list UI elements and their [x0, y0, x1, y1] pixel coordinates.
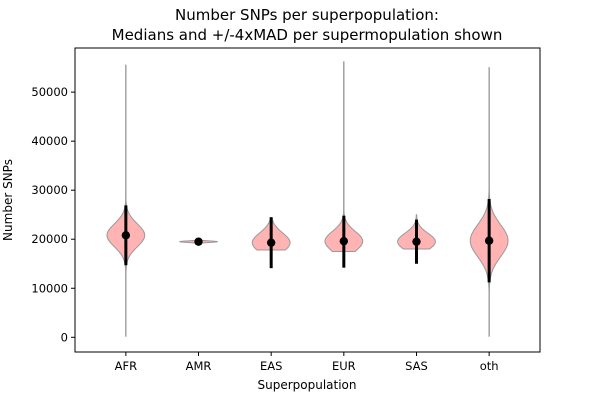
y-tick-label: 20000 [31, 232, 68, 246]
plot-area: 0 10000 20000 30000 40000 50000 AFR AMR EAS EUR SA… [31, 47, 541, 373]
x-tick-label-afr: AFR [115, 359, 137, 373]
x-tick-label-sas: SAS [405, 359, 428, 373]
median-point-afr [121, 231, 131, 240]
chart-title-line-1: Number SNPs per superpopulation: [175, 6, 439, 24]
axes-frame [74, 47, 541, 353]
median-point-oth [484, 236, 494, 245]
median-point-eas [266, 238, 276, 247]
x-axis-label: Superpopulation [257, 378, 356, 392]
chart-title-line-2: Medians and +/-4xMAD per supermopulation… [112, 26, 503, 44]
y-tick-label: 10000 [31, 281, 68, 295]
y-tick-label: 0 [61, 330, 68, 344]
y-tick-label: 40000 [31, 134, 68, 148]
median-point-eur [339, 236, 349, 246]
x-tick-label-eas: EAS [260, 359, 282, 373]
x-tick-label-oth: oth [480, 359, 499, 373]
y-axis-label: Number SNPs [1, 159, 15, 241]
y-tick-label: 50000 [31, 85, 68, 99]
median-point-sas [412, 237, 421, 246]
x-tick-label-eur: EUR [332, 359, 356, 373]
y-tick-label: 30000 [31, 183, 68, 197]
median-point-amr [194, 237, 203, 246]
x-tick-label-amr: AMR [186, 359, 212, 373]
